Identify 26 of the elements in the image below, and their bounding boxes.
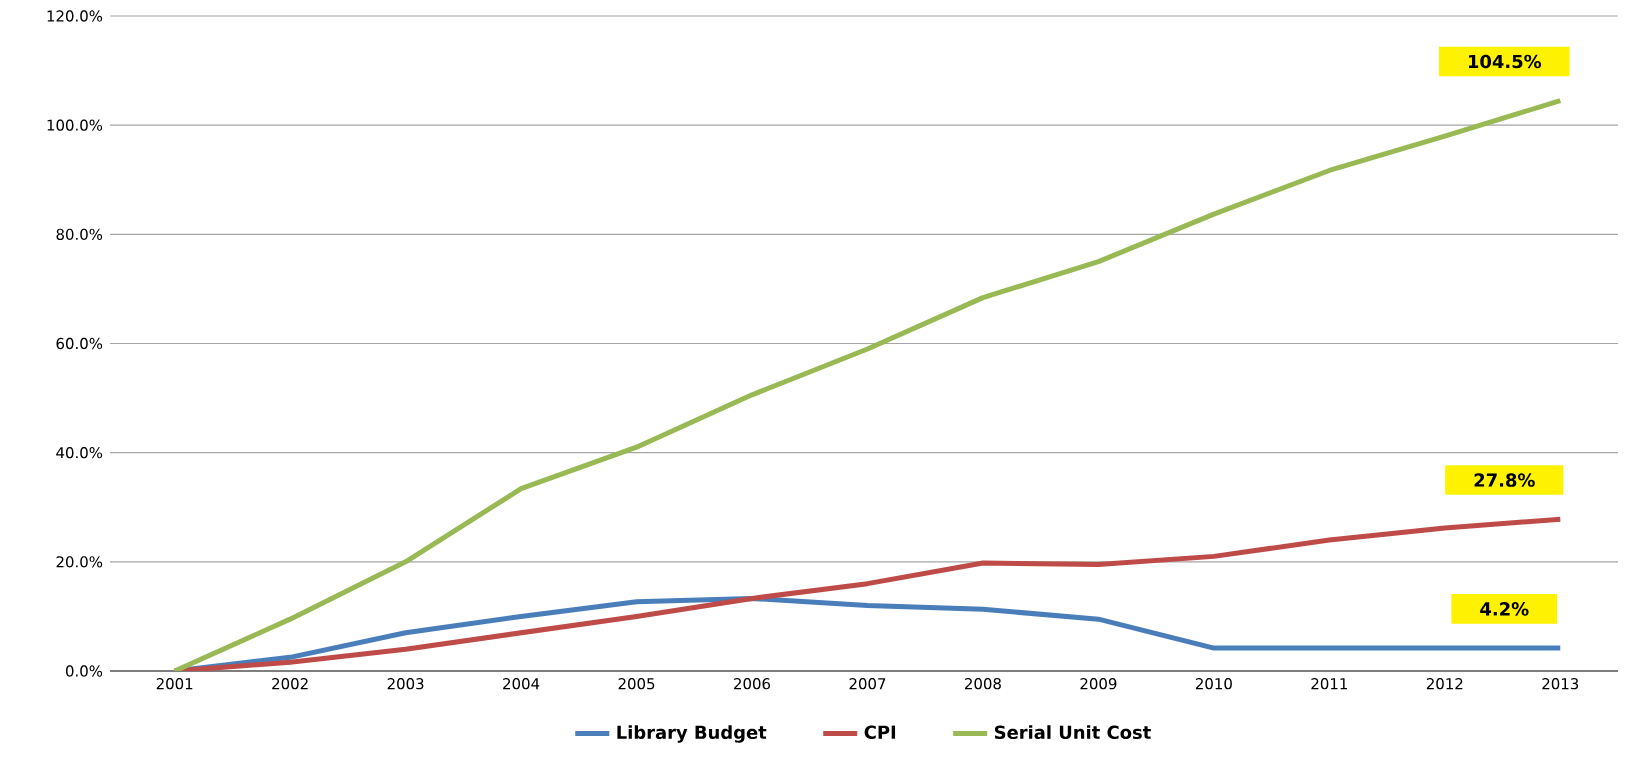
y-tick-label: 100.0%: [47, 119, 103, 131]
x-tick-label: 2013: [1542, 678, 1579, 690]
y-tick-label: 0.0%: [65, 665, 103, 677]
legend-label: Serial Unit Cost: [994, 725, 1151, 740]
annotation: 27.8%: [1474, 473, 1535, 487]
y-tick-label: 40.0%: [56, 447, 103, 459]
x-tick-label: 2008: [965, 678, 1001, 690]
x-tick-label: 2005: [618, 678, 655, 690]
y-tick-label: 80.0%: [56, 228, 103, 240]
x-tick-label: 2007: [849, 678, 886, 690]
x-tick-label: 2011: [1311, 678, 1347, 690]
annotation: 104.5%: [1468, 54, 1542, 69]
y-tick-label: 20.0%: [56, 556, 103, 568]
x-tick-label: 2003: [387, 678, 424, 690]
x-tick-label: 2002: [272, 678, 308, 690]
legend-label: Library Budget: [617, 725, 767, 743]
annotation: 4.2%: [1480, 602, 1529, 616]
y-tick-label: 60.0%: [56, 337, 103, 350]
x-tick-label: 2009: [1080, 678, 1117, 690]
x-tick-label: 2004: [503, 678, 540, 690]
legend-label: CPI: [864, 725, 896, 739]
x-tick-label: 2006: [734, 678, 771, 690]
x-tick-label: 2001: [156, 678, 193, 690]
x-tick-label: 2012: [1426, 678, 1463, 690]
x-tick-label: 2010: [1195, 678, 1232, 690]
y-tick-label: 120.0%: [47, 10, 103, 22]
